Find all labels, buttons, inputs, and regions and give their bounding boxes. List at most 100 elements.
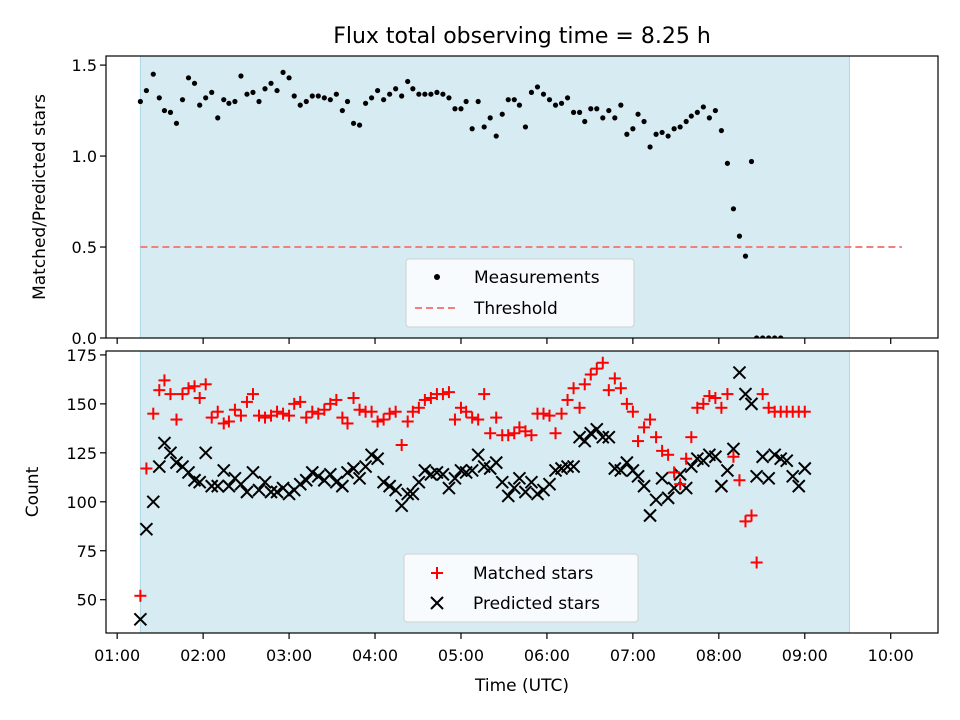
predicted-stars-point: [222, 479, 236, 493]
matched-stars-point: [561, 393, 574, 406]
measurement-point: [446, 95, 452, 101]
legend-label-matched: Matched stars: [473, 564, 593, 584]
measurement-point: [653, 131, 659, 137]
measurement-point: [831, 0, 836, 3]
measurement-point: [244, 91, 250, 97]
bottom-legend-box: [403, 553, 639, 623]
matched-stars-point: [656, 444, 669, 457]
measurement-point: [630, 126, 636, 132]
measurement-point: [150, 71, 156, 77]
x-tick-label: 02:00: [180, 646, 226, 665]
predicted-stars-point: [524, 475, 539, 489]
measurement-point: [410, 86, 416, 92]
predicted-stars-point: [566, 459, 581, 474]
predicted-stars-point: [442, 481, 456, 495]
measurement-point: [772, 335, 778, 338]
matched-stars-point: [371, 415, 384, 428]
measurement-point: [297, 102, 303, 108]
matched-stars-point: [424, 392, 437, 404]
y-tick-label: 125: [66, 444, 97, 463]
measurement-point: [606, 107, 612, 114]
predicted-stars-point: [192, 475, 207, 489]
matched-stars-point: [478, 388, 491, 401]
matched-stars-point: [691, 401, 704, 414]
legend-plus-marker: [431, 567, 443, 579]
measurement-point: [886, 0, 891, 3]
matched-stars-point: [205, 411, 218, 424]
measurement-point: [582, 118, 588, 125]
measurement-point: [362, 100, 369, 106]
matched-stars-point: [596, 356, 609, 369]
measurement-point: [309, 93, 315, 99]
matched-stars-point: [240, 395, 253, 408]
matched-stars-point: [685, 431, 698, 444]
predicted-stars-point: [358, 459, 373, 474]
matched-stars-point: [222, 415, 235, 428]
predicted-stars-point: [732, 365, 747, 380]
predicted-stars-point: [406, 487, 420, 501]
top-axes-frame: [105, 55, 939, 339]
predicted-stars-point: [542, 477, 557, 491]
matched-stars-point: [484, 427, 497, 440]
matched-stars-point: [401, 415, 414, 428]
y-tick-label: 175: [66, 346, 97, 365]
measurement-point: [718, 127, 725, 134]
measurement-point: [368, 95, 375, 101]
measurement-point: [641, 118, 647, 125]
predicted-stars-point: [293, 477, 307, 491]
measurement-point: [802, 0, 807, 3]
matched-stars-point: [762, 401, 775, 414]
x-tick-label: 06:00: [524, 646, 570, 665]
measurement-point: [528, 89, 535, 95]
predicted-stars-point: [270, 485, 284, 499]
measurement-point: [742, 253, 749, 259]
predicted-stars-point: [767, 448, 782, 462]
measurement-point: [784, 0, 789, 3]
y-tick-label: 1.0: [72, 147, 97, 166]
matched-stars-point: [638, 421, 651, 434]
x-tick-label: 10:00: [868, 646, 914, 665]
bottom-y-axis: 50 75 100 125 150 175: [66, 346, 106, 610]
measurement-point: [226, 100, 232, 106]
measurement-point: [683, 118, 689, 125]
matched-stars-point: [288, 397, 301, 410]
measurement-point: [855, 0, 860, 3]
predicted-stars-point: [643, 508, 657, 523]
measurement-point: [540, 91, 547, 97]
predicted-stars-point: [163, 446, 178, 460]
predicted-stars-point: [726, 442, 741, 456]
top-legend-box: [405, 258, 635, 328]
predicted-stars-point: [234, 477, 248, 491]
measurement-point: [837, 0, 842, 3]
measurement-point: [405, 78, 411, 85]
measurement-point: [434, 89, 440, 95]
legend-dot-marker: [434, 274, 440, 280]
predicted-stars-point: [335, 479, 350, 493]
predicted-stars-point: [465, 463, 479, 478]
matched-stars-point: [750, 556, 763, 569]
measurement-point: [315, 93, 321, 99]
predicted-stars-point: [512, 471, 527, 485]
measurement-point: [534, 84, 541, 90]
matched-stars-point: [608, 372, 621, 385]
matched-stars-point: [602, 384, 615, 397]
measurement-point: [898, 0, 903, 3]
predicted-stars-point: [792, 479, 806, 493]
measurement-point: [469, 126, 475, 132]
measurement-point: [754, 335, 760, 338]
matched-stars-point: [341, 417, 354, 430]
measurement-point: [268, 80, 274, 86]
matched-stars-point: [353, 403, 366, 416]
predicted-stars-point: [240, 485, 254, 499]
predicted-stars-point: [761, 471, 776, 485]
predicted-stars-point: [400, 487, 415, 501]
predicted-stars-point: [311, 469, 326, 484]
predicted-stars-point: [620, 455, 634, 470]
matched-stars-point: [502, 429, 515, 442]
measurement-point: [807, 0, 812, 3]
measurement-point: [215, 115, 221, 121]
matched-stars-point: [211, 405, 224, 418]
matched-stars-point: [733, 474, 746, 487]
measurement-point: [825, 0, 830, 3]
